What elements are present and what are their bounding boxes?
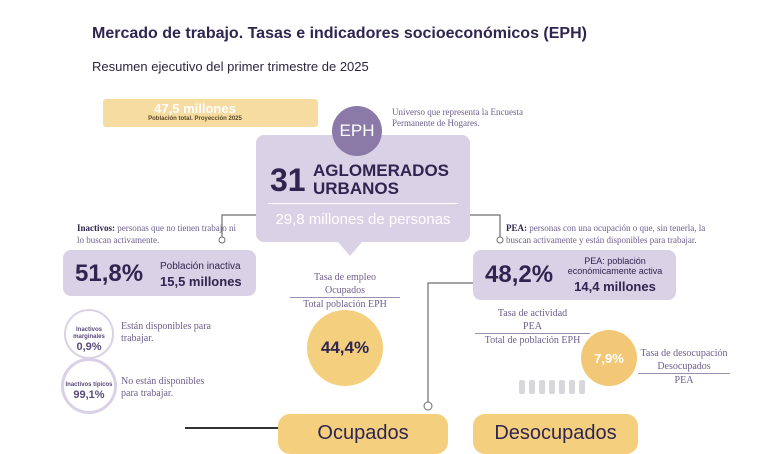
- separator: [268, 203, 458, 204]
- employment-rate: 44,4%: [307, 310, 383, 386]
- eph-label: AGLOMERADOS URBANOS: [313, 161, 449, 198]
- eph-badge: EPH: [332, 106, 382, 156]
- eph-count: 31: [270, 162, 306, 198]
- employment-denominator: Total población EPH: [303, 299, 387, 310]
- inactive-amount: 15,5 millones: [160, 274, 242, 289]
- unemployment-denominator: PEA: [674, 375, 694, 386]
- typical-text: No están disponibles para trabajar.: [121, 376, 205, 399]
- population-pill: [103, 99, 318, 127]
- eph-people: 29,8 millones de personas: [275, 211, 451, 228]
- employment-numerator: Ocupados: [290, 284, 400, 298]
- subtitle: Resumen ejecutivo del primer trimestre d…: [92, 59, 369, 74]
- title: Mercado de trabajo. Tasas e indicadores …: [92, 25, 587, 42]
- pea-amount: 14,4 millones: [574, 279, 656, 294]
- definition: personas con una ocupación o que, sin te…: [506, 223, 706, 245]
- employment-formula: Tasa de empleo Ocupados Total población …: [290, 271, 400, 311]
- pointer: [338, 242, 362, 256]
- inactive-rate: 51,8%: [75, 260, 144, 287]
- pea-rate: 48,2%: [485, 261, 554, 288]
- page: Mercado de trabajo. Tasas e indicadores …: [61, 25, 731, 454]
- pea-box: [473, 250, 676, 300]
- dot: [218, 236, 226, 244]
- marginal-rate: 0,9%: [76, 340, 102, 353]
- marginal-label: Inactivos marginales: [73, 326, 105, 340]
- marginal-circle: Inactivos marginales 0,9%: [64, 309, 114, 359]
- term: Inactivos:: [77, 223, 115, 233]
- dot: [423, 401, 433, 411]
- inactive-box: [63, 250, 256, 296]
- unemployment-rate: 7,9%: [581, 330, 637, 386]
- unemployment-formula: Tasa de desocupación Desocupados PEA: [638, 347, 730, 387]
- employed-pill: Ocupados: [278, 414, 448, 454]
- activity-denominator: Total de población EPH: [484, 335, 581, 346]
- unemployment-title: Tasa de desocupación: [640, 348, 728, 359]
- connector: [221, 214, 256, 240]
- activity-numerator: PEA: [475, 320, 590, 334]
- typical-label: Inactivos típicos: [65, 382, 113, 388]
- connector: [427, 282, 486, 405]
- population-note: Población total. Proyección 2025: [148, 116, 242, 122]
- people-row: [519, 380, 585, 394]
- eph-description: Universo que representa la Encuesta Perm…: [392, 107, 523, 128]
- definition: personas que no tienen trabajo ni lo bus…: [77, 223, 236, 245]
- dot: [496, 236, 504, 244]
- inactive-definition: Inactivos: personas que no tienen trabaj…: [77, 222, 237, 246]
- term: PEA:: [506, 223, 527, 233]
- activity-formula: Tasa de actividad PEA Total de población…: [475, 307, 590, 347]
- unemployed-pill: Desocupados: [473, 414, 638, 454]
- typical-circle: Inactivos típicos 99,1%: [61, 358, 117, 414]
- inactive-label: Población inactiva: [160, 261, 241, 272]
- activity-title: Tasa de actividad: [497, 308, 568, 319]
- marginal-text: Están disponibles para trabajar.: [121, 321, 211, 344]
- pea-definition: PEA: personas con una ocupación o que, s…: [506, 222, 731, 246]
- employment-title: Tasa de empleo: [313, 272, 377, 283]
- typical-rate: 99,1%: [73, 389, 105, 401]
- unemployment-numerator: Desocupados: [638, 360, 730, 374]
- connector: [470, 214, 501, 240]
- population-value: 47,5 millones: [154, 101, 236, 116]
- pea-label: PEA: población económicamente activa: [567, 256, 663, 276]
